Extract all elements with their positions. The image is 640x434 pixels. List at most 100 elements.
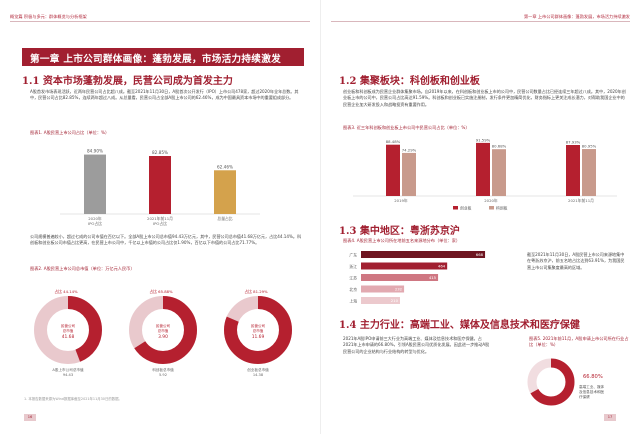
data-label: 88.48% <box>386 139 401 144</box>
outer-label: 创业板总市值 <box>247 367 269 372</box>
data-label: 210 <box>391 298 399 303</box>
data-label: 80.68% <box>492 144 507 149</box>
outer-value: 14.38 <box>253 373 264 377</box>
tick-label: IPO占比 <box>88 221 102 226</box>
data-label: 82.85% <box>152 150 168 155</box>
caption-line: 及信息技术和医 <box>579 389 605 394</box>
legend-label: 创业板 <box>460 206 472 211</box>
left-page: 概览篇 积极与多元：群体概览与分析框架 第一章 上市公司群体画像：蓬勃发展，市场… <box>10 14 310 421</box>
bar <box>149 156 171 214</box>
outer-value: 5.92 <box>159 373 167 377</box>
outer-label: A股上市公司总市值 <box>52 367 84 372</box>
tick-label: 2021年前11月 <box>147 216 173 221</box>
section-1-1-title: 1.1 资本市场蓬勃发展，民营公司成为首发主力 <box>22 76 233 87</box>
figure-5-caption: 图表5. 2021年前11月，A股申请上市公司所在行业占比（单位：%） <box>529 336 629 347</box>
bar <box>361 274 439 281</box>
data-label: 74.29% <box>402 147 417 152</box>
figure-4-caption: 图表4. A股民营上市公司所在地前五名来源地分布（单位：家） <box>343 238 461 243</box>
section-1-3-side-text: 截至2021年11月30日，A股民营上市公司来源地集中在粤浙苏京沪，前五名地占比… <box>527 252 625 270</box>
tick-label: 上海 <box>349 299 357 304</box>
figure-3-chart: 88.48%74.29% 2019年 91.59%80.68% 2020年 87.93%… <box>353 137 617 211</box>
section-1-4-para: 2021年A股IPO申请前三大行业为高端工业、媒体及信息技术和医疗保健。占202… <box>343 336 490 354</box>
figure-3-caption: 图表3. 近三年科创板和创业板上市公司中民营公司占比（单位：%） <box>343 125 470 130</box>
bar <box>566 145 580 196</box>
section-1-4-title: 1.4 主力行业：高端工业、媒体及信息技术和医疗保健 <box>339 320 580 331</box>
pct-label: 66.80% <box>583 374 603 380</box>
legend-swatch <box>489 206 494 210</box>
tick-label: 2019年 <box>394 198 408 203</box>
figure-1-chart: 84.90%2020年IPO占比82.85%2021年前11月IPO占比62.4… <box>60 149 260 226</box>
outer-value: 94.43 <box>63 373 73 377</box>
bar <box>476 142 490 196</box>
bar <box>214 170 236 214</box>
section-1-3-title: 1.3 集中地区：粤浙苏京沪 <box>339 226 460 237</box>
tick-label: 浙江 <box>349 264 357 269</box>
right-page: 第一章 上市公司群体画像：蓬勃发展，市场活力持续激发 1.2 集聚板块：科创板和… <box>320 0 640 434</box>
legend-label: 科创板 <box>496 206 508 211</box>
page-number-right: 17 <box>604 414 616 421</box>
section-1-2-title: 1.2 集聚板块：科创板和创业板 <box>339 76 480 87</box>
tick-label: 江苏 <box>349 276 357 281</box>
inner-value: 11.69 <box>252 334 265 340</box>
data-label: 668 <box>476 252 484 257</box>
figure-2-caption: 图表2. A股民营上市公司总市值（单位：万亿元人民币） <box>30 266 135 271</box>
caption-line: 疗保健 <box>579 394 590 399</box>
bar <box>361 297 400 304</box>
pct-label: 占比 81.29% <box>244 289 268 294</box>
pct-label: 占比 65.88% <box>149 289 173 294</box>
bar <box>361 285 405 293</box>
header-rule <box>10 21 310 22</box>
bar <box>361 262 448 270</box>
donut-slice <box>34 296 102 364</box>
data-label: 415 <box>429 275 437 280</box>
donut-slice <box>129 296 197 364</box>
tick-label: 广东 <box>349 253 357 258</box>
section-1-1-para1: A股首发市场表现活跃，近两年民营公司占比超八成。截至2021年11月30日，A股… <box>30 89 299 101</box>
bar <box>492 149 506 196</box>
footnote: 1. 本报告数据来源为Wind数据库截至2021年11月30日的数据。 <box>24 397 122 401</box>
tick-label: 2020年 <box>88 216 102 221</box>
data-label: 464 <box>438 264 446 269</box>
bar <box>84 154 106 214</box>
donut-slice <box>224 296 292 364</box>
running-header-left: 概览篇 积极与多元：群体概览与分析框架 <box>10 14 87 19</box>
inner-label: 民营公司 <box>61 323 75 328</box>
donut-slice <box>527 358 575 406</box>
bar <box>386 144 400 196</box>
legend-swatch <box>453 206 458 210</box>
figure-5-chart: 66.80% 高端工业、媒体及信息技术和医疗保健 <box>527 358 605 406</box>
tick-label: IPO占比 <box>153 221 167 226</box>
inner-label-2: 总市值 <box>253 328 264 333</box>
data-label: 232 <box>395 287 403 292</box>
chapter-title: 第一章 上市公司群体画像：蓬勃发展，市场活力持续激发 <box>22 48 304 66</box>
data-label: 91.59% <box>476 137 491 142</box>
pct-label: 占比 44.14% <box>54 289 78 294</box>
inner-label: 民营公司 <box>251 323 265 328</box>
data-label: 87.93% <box>566 140 581 145</box>
section-1-1-para2: 公司规模普遍较小，超过七成的公司市值在百亿以下。全部A股上市公司总市值94.43… <box>30 234 302 246</box>
tick-label: 北京 <box>349 287 357 292</box>
outer-label: 科创板总市值 <box>152 367 174 372</box>
page-number-left: 16 <box>24 414 36 421</box>
section-1-2-para: 创业板和科创板成为民营企业群体集聚市场。自2019年以来，在科创板和创业板上市的… <box>343 89 626 107</box>
bar <box>402 152 416 196</box>
running-header-right: 第一章 上市公司群体画像：蓬勃发展，市场活力持续激发 <box>523 14 630 19</box>
inner-label: 民营公司 <box>156 323 170 328</box>
inner-value: 41.68 <box>62 334 75 340</box>
tick-label: 总量占比 <box>217 216 232 221</box>
figure-4-chart: 广东 668 浙江 464 江苏 415 北京 232 上海 210 <box>349 251 486 304</box>
inner-value: 3.90 <box>158 334 168 340</box>
caption-line: 高端工业、媒体 <box>579 384 605 389</box>
inner-label-2: 总市值 <box>63 328 74 333</box>
bar <box>361 251 486 258</box>
figure-1-caption: 图表1. A股民营上市公司占比（单位：%） <box>30 130 110 135</box>
data-label: 84.90% <box>87 149 103 154</box>
data-label: 80.95% <box>582 144 597 149</box>
inner-label-2: 总市值 <box>158 328 169 333</box>
header-rule <box>331 21 630 22</box>
tick-label: 2021年前11月 <box>568 198 594 203</box>
data-label: 62.46% <box>217 164 233 169</box>
tick-label: 2020年 <box>484 198 498 203</box>
bar <box>582 149 596 196</box>
